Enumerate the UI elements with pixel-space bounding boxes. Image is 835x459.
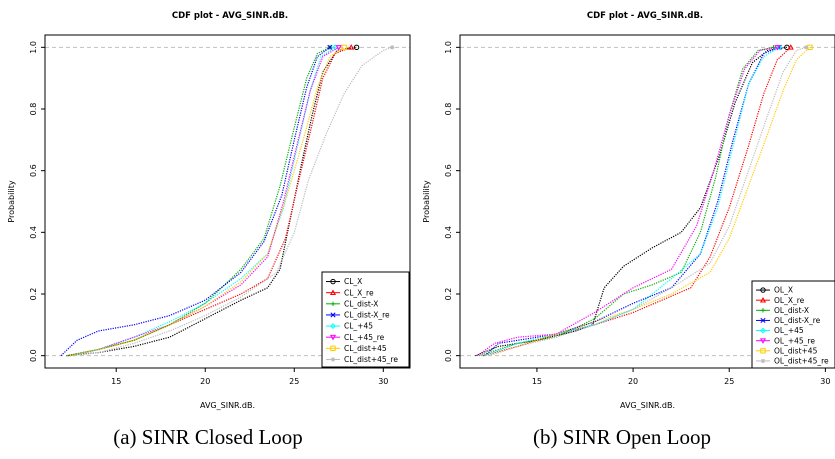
legend-marker-OL_+45_re: [759, 338, 767, 344]
series-line-CL_dist+45_re: [73, 46, 393, 357]
y-tick-label: 0.6: [444, 164, 453, 177]
chart-panel-0: CDF plot - AVG_SINR.dB. 15 20 25 30 0.0 0.2 0.4…: [7, 11, 411, 410]
legend-label-OL_X: OL_X: [774, 286, 793, 295]
y-tick-label: 0.8: [444, 103, 453, 116]
caption-a: (a) SINR Closed Loop: [113, 425, 303, 449]
chart-panel-1: CDF plot - AVG_SINR.dB. 15 20 25 30 0.0 0.2 0.4…: [422, 11, 835, 410]
x-axis-label: AVG_SINR.dB.: [200, 401, 255, 410]
x-axis-label: AVG_SINR.dB.: [620, 401, 675, 410]
legend-label-CL_+45_re: CL_+45_re: [344, 333, 385, 342]
legend-marker-OL_dist+45: [760, 348, 766, 354]
series-line-CL_X_re: [67, 46, 352, 357]
x-tick-label: 20: [628, 377, 638, 386]
y-tick-label: 0.2: [444, 288, 453, 301]
x-tick-label: 20: [200, 377, 210, 386]
y-axis-label: Probability: [7, 180, 16, 223]
series-line-CL_+45: [71, 46, 336, 357]
series-marker-CL_dist+45: [341, 44, 347, 51]
plot-frame: [459, 34, 835, 369]
y-tick-label: 0.0: [29, 349, 38, 362]
legend-marker-OL_+45: [760, 327, 766, 334]
legend-label-CL_X: CL_X: [344, 277, 362, 286]
series-marker-OL_dist+45: [807, 44, 813, 51]
series-marker-OL_X_re: [787, 44, 794, 50]
legend-marker-CL_+45_re: [329, 334, 337, 341]
legend-label-OL_dist-X_re: OL_dist-X_re: [774, 316, 821, 325]
series-marker-CL_dist+45_re: [389, 45, 395, 50]
chart-title: CDF plot - AVG_SINR.dB.: [587, 11, 703, 21]
series-marker-CL_X_re: [348, 44, 355, 50]
legend-label-CL_dist+45_re: CL_dist+45_re: [344, 355, 398, 364]
y-tick-label: 0.6: [29, 164, 38, 177]
legend-marker-OL_dist-X_re: [760, 317, 766, 323]
series-line-CL_dist-X_re: [60, 46, 331, 357]
legend-label-OL_+45_re: OL_+45_re: [774, 336, 815, 345]
series-line-OL_+45_re: [476, 46, 778, 357]
x-tick-label: 25: [289, 377, 299, 386]
y-tick-label: 1.0: [29, 41, 38, 54]
legend: CL_X CL_X_re CL_dist-X CL_dist-X_re CL_+45 CL…: [321, 271, 410, 368]
legend-label-OL_dist+45_re: OL_dist+45_re: [774, 357, 829, 366]
series-marker-OL_+45_re: [774, 45, 781, 51]
series-line-OL_dist+45_re: [488, 46, 807, 357]
legend-box: [751, 280, 835, 369]
series-line-OL_+45: [484, 46, 780, 357]
series-line-OL_X: [475, 46, 787, 357]
series-line-CL_dist+45: [69, 46, 345, 357]
x-tick-label: 15: [111, 377, 121, 386]
x-tick-label: 15: [532, 377, 542, 386]
chart-title: CDF plot - AVG_SINR.dB.: [172, 11, 288, 21]
legend-marker-CL_dist+45: [330, 345, 336, 352]
y-tick-label: 1.0: [444, 41, 453, 54]
y-tick-label: 0.2: [29, 288, 38, 301]
legend-marker-CL_dist+45_re: [330, 357, 336, 362]
x-tick-label: 25: [724, 377, 734, 386]
y-tick-label: 0.0: [444, 349, 453, 362]
legend-marker-CL_dist-X: [330, 301, 336, 307]
legend-marker-CL_+45: [330, 323, 336, 329]
legend-marker-OL_X_re: [759, 296, 767, 303]
series-line-CL_X: [66, 46, 357, 357]
series-marker-CL_+45_re: [335, 45, 342, 51]
series-line-CL_+45_re: [69, 46, 340, 357]
legend-label-CL_dist-X_re: CL_dist-X_re: [344, 311, 390, 320]
legend-marker-OL_dist-X: [760, 308, 766, 313]
y-axis-label: Probability: [422, 180, 431, 223]
legend-marker-CL_X_re: [329, 289, 337, 295]
series-marker-OL_+45: [776, 44, 783, 51]
plot-frame: [44, 34, 411, 369]
legend-box: [321, 271, 410, 368]
legend-marker-CL_dist-X_re: [330, 312, 336, 318]
series-line-CL_dist-X: [66, 46, 331, 357]
legend-label-CL_+45: CL_+45: [344, 322, 373, 331]
series-line-OL_X_re: [482, 46, 792, 357]
legend-marker-OL_dist+45_re: [760, 358, 766, 364]
legend-label-OL_dist+45: OL_dist+45: [774, 346, 818, 355]
legend-marker-CL_X: [330, 278, 336, 285]
caption-b: (b) SINR Open Loop: [533, 425, 711, 449]
legend-label-OL_+45: OL_+45: [774, 326, 804, 335]
series-marker-OL_dist-X: [771, 45, 776, 50]
y-tick-label: 0.4: [444, 226, 453, 239]
legend-marker-OL_X: [760, 287, 766, 293]
legend-label-CL_dist+45: CL_dist+45: [344, 344, 387, 353]
series-marker-CL_dist-X_re: [327, 44, 333, 50]
legend-label-CL_X_re: CL_X_re: [344, 288, 374, 297]
y-tick-label: 0.4: [29, 226, 38, 239]
x-tick-label: 30: [820, 377, 830, 386]
legend-label-CL_dist-X: CL_dist-X: [344, 299, 378, 308]
y-tick-label: 0.8: [29, 103, 38, 116]
x-tick-label: 30: [378, 377, 388, 386]
series-line-OL_dist+45: [488, 46, 811, 357]
legend-label-OL_dist-X: OL_dist-X: [774, 306, 809, 315]
series-marker-CL_X: [353, 44, 360, 51]
legend-label-OL_X_re: OL_X_re: [774, 296, 805, 305]
series-line-OL_dist-X: [479, 46, 774, 357]
series-marker-OL_dist+45_re: [803, 45, 809, 50]
legend: OL_XOL_X_reOL_dist-XOL_dist-X_reOL_+45OL…: [751, 280, 835, 369]
